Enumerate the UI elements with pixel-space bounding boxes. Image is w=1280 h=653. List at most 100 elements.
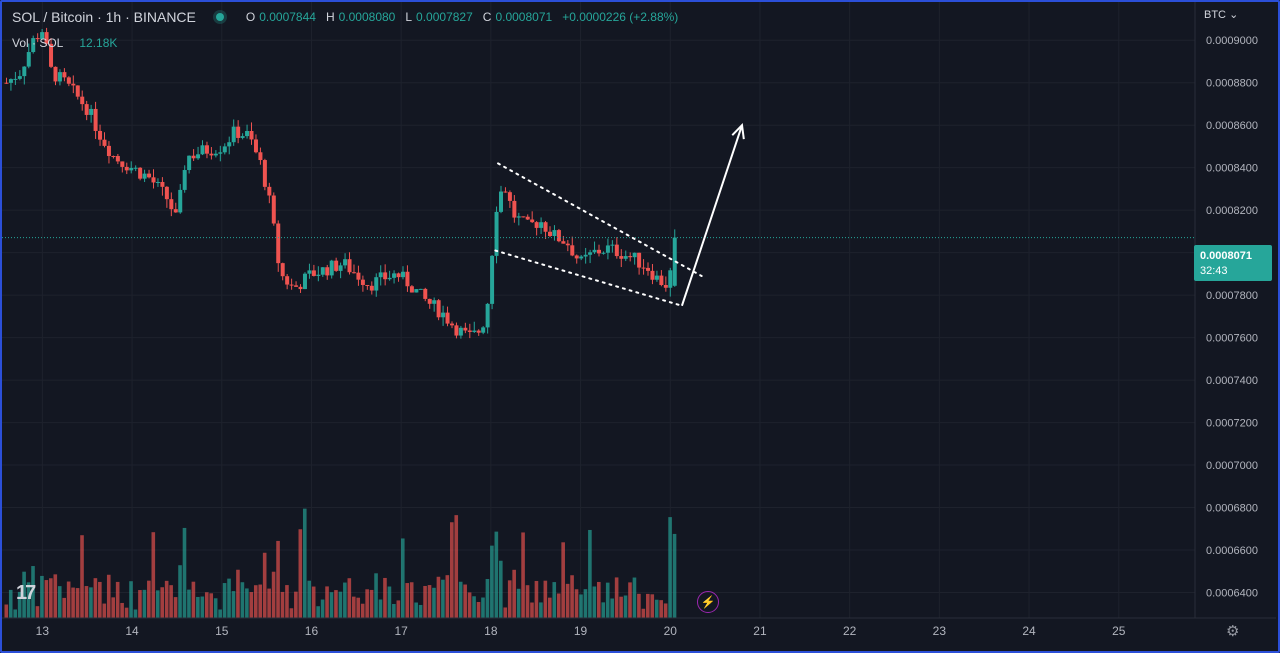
drawings[interactable] — [494, 123, 745, 307]
candle-body — [338, 265, 343, 271]
volume-label[interactable]: Vol · SOL — [12, 36, 64, 50]
volume-bar — [334, 590, 338, 618]
candle-body — [102, 139, 107, 146]
candle-body — [285, 276, 290, 285]
candle-body — [565, 243, 570, 246]
candle-body — [66, 77, 71, 84]
currency-dropdown[interactable]: BTC ⌄ — [1204, 8, 1238, 21]
price-axis[interactable]: 0.0009000 0.0008800 0.0008600 0.0008400 0.00… — [1206, 35, 1258, 599]
volume-bar — [463, 584, 467, 618]
candle-body — [552, 230, 557, 237]
volume-bar — [276, 540, 280, 618]
candle-body — [222, 146, 227, 153]
candle-body — [124, 166, 129, 171]
volume-bar — [601, 602, 606, 618]
time-tick-label: 17 — [394, 624, 408, 638]
candle-body — [556, 230, 561, 242]
chevron-down-icon: ⌄ — [1229, 9, 1239, 21]
volume-bar — [169, 585, 173, 618]
candle-body — [120, 161, 125, 167]
candle-body — [436, 300, 441, 318]
candle-body — [574, 255, 579, 259]
candle-body — [236, 126, 241, 138]
candle-body — [650, 270, 655, 280]
volume-bar — [347, 578, 352, 618]
volume-bar — [672, 533, 677, 618]
gear-icon[interactable]: ⚙ — [1226, 623, 1240, 640]
volume-bar — [22, 571, 26, 618]
candle-body — [93, 108, 98, 131]
volume-bar — [271, 571, 276, 618]
candle-body — [458, 327, 463, 336]
last-price-tag: 0.0008071 32:43 — [1194, 245, 1272, 281]
candle-body — [441, 312, 446, 318]
volume-bar — [44, 580, 49, 618]
volume-bar — [204, 592, 209, 618]
volume-bar — [124, 607, 129, 618]
candle-body — [98, 130, 103, 140]
volume-bar — [138, 590, 142, 618]
volume-value: 12.18K — [79, 36, 118, 50]
volume-bar — [49, 578, 53, 618]
volume-bar — [449, 522, 454, 618]
symbol-title[interactable]: SOL / Bitcoin · 1h · BINANCE — [12, 9, 196, 25]
volume-bar — [539, 602, 543, 618]
market-status-icon — [215, 13, 224, 21]
candle-body — [71, 83, 76, 86]
candle-body — [614, 244, 619, 257]
volume-bar — [516, 588, 521, 618]
candle-body — [516, 216, 521, 218]
volume-bar — [360, 603, 365, 618]
volume-bar — [663, 603, 668, 618]
time-tick-label: 14 — [125, 624, 139, 638]
price-tick-label: 0.0007000 — [1206, 460, 1258, 472]
volume-bar — [637, 593, 641, 618]
candle-body — [347, 259, 352, 273]
candle-body — [334, 260, 339, 271]
volume-bar — [441, 579, 445, 618]
lightning-icon[interactable]: ⚡ — [697, 591, 719, 613]
volume-bar — [356, 597, 361, 618]
volume-bar — [213, 598, 218, 618]
candle-body — [17, 76, 22, 79]
candle-body — [405, 271, 410, 287]
volume-bar — [62, 597, 67, 618]
time-axis[interactable]: 13 14 15 16 17 18 19 20 21 22 23 24 25 — [36, 624, 1126, 638]
volume-bar — [396, 600, 401, 618]
candle-body — [449, 323, 454, 326]
candle-body — [597, 249, 602, 254]
volume-bar — [351, 596, 356, 618]
time-tick-label: 15 — [215, 624, 229, 638]
volume-bar — [472, 596, 476, 618]
volume-bar — [565, 583, 570, 618]
tradingview-logo[interactable]: 17 — [16, 582, 36, 604]
candle-body — [26, 52, 31, 67]
candle-body — [49, 43, 54, 67]
time-tick-label: 13 — [36, 624, 50, 638]
volume-bar — [120, 602, 124, 618]
volume-bar — [218, 609, 222, 618]
candle-body — [601, 252, 606, 254]
candle-body — [147, 173, 152, 178]
volume-bar — [200, 596, 205, 618]
candle-body — [476, 330, 481, 333]
candle-body — [209, 153, 214, 156]
volume-bar — [374, 573, 378, 618]
volume-bar — [13, 609, 17, 618]
time-tick-label: 19 — [574, 624, 588, 638]
candle-body — [40, 32, 45, 40]
volume-bar — [294, 591, 298, 618]
candle-body — [160, 181, 165, 187]
volume-bar — [369, 589, 374, 618]
candle-body — [512, 200, 517, 218]
volume-bar — [302, 508, 307, 618]
price-tick-label: 0.0007200 — [1206, 418, 1258, 430]
candle-body — [227, 142, 232, 147]
bar-countdown: 32:43 — [1200, 265, 1228, 277]
candle-body — [294, 285, 299, 287]
volume-bar — [209, 593, 214, 618]
volume-bar — [570, 575, 574, 618]
volume-bar — [481, 597, 485, 618]
volume-bar — [454, 515, 459, 618]
